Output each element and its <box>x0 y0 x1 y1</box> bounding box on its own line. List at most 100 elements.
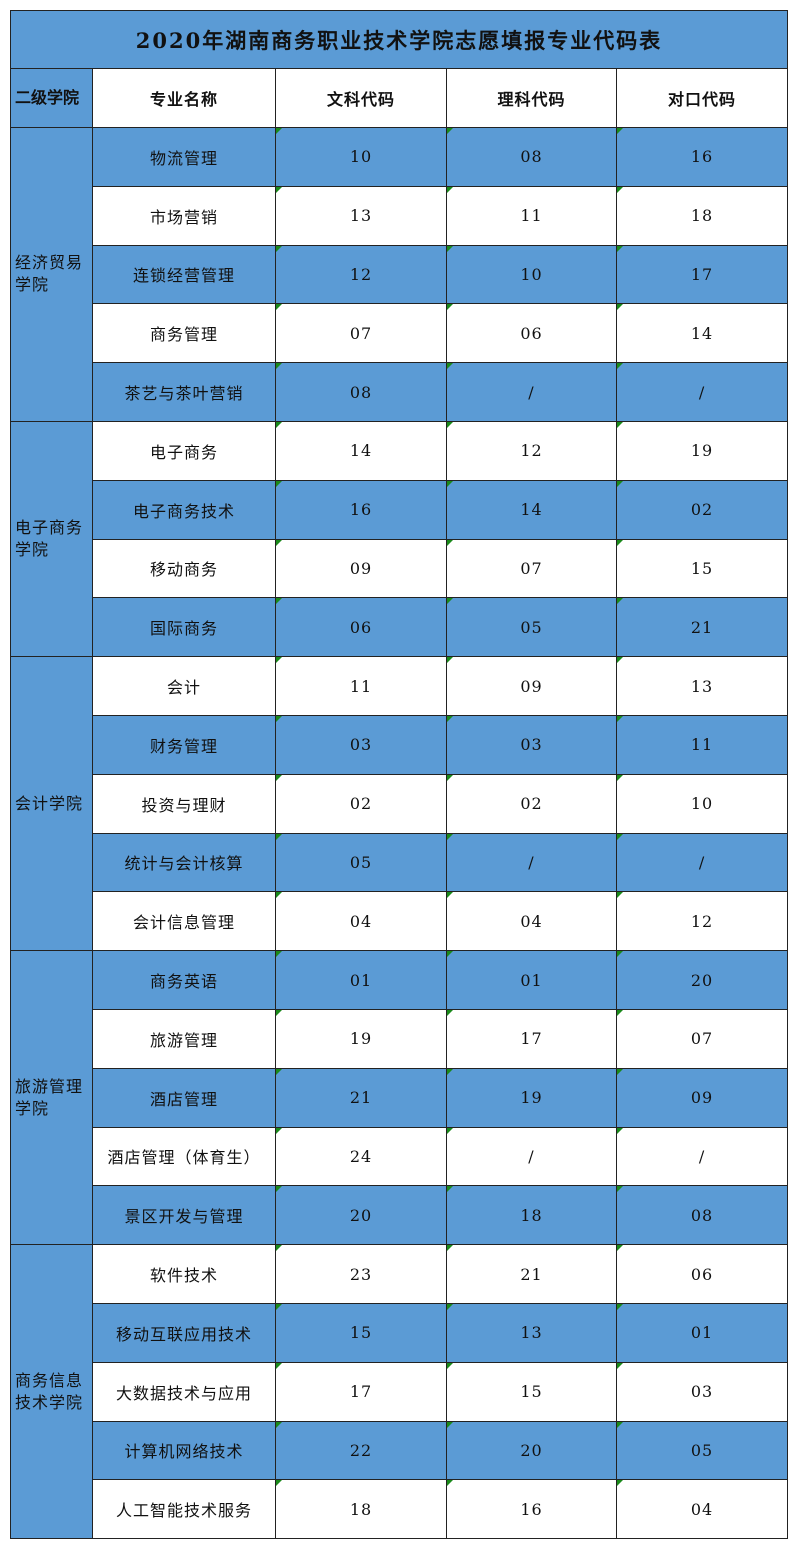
header-college: 二级学院 <box>10 68 93 128</box>
major-name-cell: 电子商务 <box>92 420 276 481</box>
college-name-line: 经济贸易 <box>15 253 84 273</box>
science-code-cell: 14 <box>446 479 617 540</box>
text-number-indicator-icon <box>617 833 623 840</box>
science-code-cell: 10 <box>446 244 617 305</box>
arts-code: 16 <box>349 500 373 520</box>
vocational-code: 13 <box>690 676 714 696</box>
text-number-indicator-icon <box>447 1421 453 1428</box>
text-number-indicator-icon <box>447 480 453 487</box>
vocational-code-cell: 21 <box>615 597 789 658</box>
college-name-line: 学院 <box>15 275 50 295</box>
science-code-cell: 02 <box>446 773 617 834</box>
text-number-indicator-icon <box>617 245 623 252</box>
vocational-code: 03 <box>690 1382 714 1402</box>
text-number-indicator-icon <box>276 657 282 664</box>
science-code-cell: 21 <box>446 1244 617 1304</box>
major-name: 会计信息管理 <box>132 913 235 933</box>
college-name-line: 商务信息 <box>15 1370 84 1390</box>
arts-code-cell: 06 <box>275 597 447 658</box>
text-number-indicator-icon <box>447 598 453 605</box>
major-name-cell: 连锁经营管理 <box>92 244 276 305</box>
vocational-code-cell: 17 <box>615 244 789 305</box>
major-name: 计算机网络技术 <box>124 1442 244 1462</box>
vocational-code: 07 <box>690 1029 714 1049</box>
table-title: 2020年湖南商务职业技术学院志愿填报专业代码表 <box>9 10 789 69</box>
science-code-cell: 06 <box>446 303 617 364</box>
table-row: 统计与会计核算 05 / / <box>11 832 789 893</box>
text-number-indicator-icon <box>617 715 623 722</box>
text-number-indicator-icon <box>276 363 282 370</box>
arts-code: 11 <box>349 676 373 696</box>
arts-code: 08 <box>349 382 373 402</box>
text-number-indicator-icon <box>617 186 623 193</box>
vocational-code: 02 <box>690 500 714 520</box>
science-code-cell: 08 <box>446 127 617 187</box>
science-code-cell: 01 <box>446 950 617 1010</box>
major-name: 电子商务 <box>149 442 218 462</box>
college-name-line: 学院 <box>15 1098 50 1118</box>
science-code: 07 <box>520 558 543 578</box>
vocational-code-cell: 13 <box>615 656 789 716</box>
science-code: 19 <box>520 1088 543 1108</box>
college-name-line: 学院 <box>15 540 50 560</box>
text-number-indicator-icon <box>617 1480 623 1487</box>
arts-code-cell: 23 <box>275 1244 447 1304</box>
major-name-cell: 商务英语 <box>92 950 276 1010</box>
text-number-indicator-icon <box>617 774 623 781</box>
arts-code-cell: 05 <box>275 832 447 893</box>
vocational-code-cell: 11 <box>615 714 789 775</box>
text-number-indicator-icon <box>617 363 623 370</box>
science-code: 03 <box>520 735 543 755</box>
text-number-indicator-icon <box>617 598 623 605</box>
text-number-indicator-icon <box>276 421 282 428</box>
major-name: 电子商务技术 <box>132 501 235 521</box>
text-number-indicator-icon <box>447 715 453 722</box>
text-number-indicator-icon <box>617 421 623 428</box>
text-number-indicator-icon <box>617 1362 623 1369</box>
vocational-code: 20 <box>690 970 714 990</box>
arts-code: 06 <box>349 617 373 637</box>
header-arts-code: 文科代码 <box>275 68 447 128</box>
vocational-code-cell: 05 <box>615 1420 789 1481</box>
table-row: 投资与理财 02 02 10 <box>11 773 789 834</box>
text-number-indicator-icon <box>276 715 282 722</box>
arts-code: 18 <box>349 1499 373 1519</box>
text-number-indicator-icon <box>276 1068 282 1075</box>
major-name: 投资与理财 <box>141 795 227 815</box>
table-row: 移动互联应用技术 15 13 01 <box>11 1302 789 1363</box>
vocational-code-cell: 01 <box>615 1302 789 1363</box>
vocational-code: 15 <box>690 558 714 578</box>
arts-code: 10 <box>349 147 373 167</box>
major-name-cell: 酒店管理 <box>92 1067 276 1128</box>
arts-code-cell: 22 <box>275 1420 447 1481</box>
science-code-cell: 12 <box>446 420 617 481</box>
major-name: 国际商务 <box>149 619 218 639</box>
vocational-code-cell: 18 <box>615 185 789 246</box>
vocational-code: / <box>698 852 706 872</box>
major-name: 统计与会计核算 <box>124 854 244 874</box>
vocational-code-cell: 02 <box>615 479 789 540</box>
text-number-indicator-icon <box>276 304 282 311</box>
table-row: 连锁经营管理 12 10 17 <box>11 244 789 305</box>
science-code: 17 <box>520 1029 543 1049</box>
table-row: 计算机网络技术 22 20 05 <box>11 1420 789 1481</box>
arts-code-cell: 12 <box>275 244 447 305</box>
major-name: 移动互联应用技术 <box>115 1324 252 1344</box>
science-code-cell: 16 <box>446 1479 617 1540</box>
table-row: 会计学院 会计 11 09 13 <box>10 656 789 952</box>
table-row: 茶艺与茶叶营销 08 / / <box>11 362 789 422</box>
header-science-code: 理科代码 <box>446 68 617 128</box>
text-number-indicator-icon <box>617 892 623 899</box>
vocational-code-cell: 19 <box>615 420 789 481</box>
major-name-cell: 人工智能技术服务 <box>92 1479 276 1540</box>
science-code: 01 <box>520 970 543 990</box>
text-number-indicator-icon <box>447 363 453 370</box>
vocational-code: 08 <box>690 1205 714 1225</box>
vocational-code-cell: 09 <box>615 1067 789 1128</box>
college-cell: 商务信息 技术学院 <box>10 1244 93 1540</box>
science-code: 09 <box>520 676 543 696</box>
vocational-code: 12 <box>690 911 714 931</box>
text-number-indicator-icon <box>617 1421 623 1428</box>
arts-code: 04 <box>349 911 373 931</box>
arts-code: 19 <box>349 1029 373 1049</box>
